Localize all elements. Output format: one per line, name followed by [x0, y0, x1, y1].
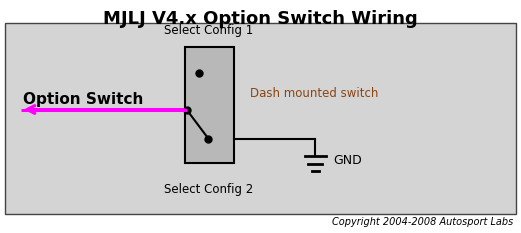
Bar: [5, 23, 516, 214]
Text: MJLJ V4.x Option Switch Wiring: MJLJ V4.x Option Switch Wiring: [103, 10, 418, 28]
Text: Dash mounted switch: Dash mounted switch: [250, 87, 378, 100]
Text: GND: GND: [333, 154, 362, 167]
Text: Option Switch: Option Switch: [23, 92, 144, 107]
Bar: [185, 47, 234, 163]
Text: Copyright 2004-2008 Autosport Labs: Copyright 2004-2008 Autosport Labs: [332, 217, 513, 227]
Text: Select Config 1: Select Config 1: [164, 24, 253, 37]
Text: Select Config 2: Select Config 2: [164, 183, 253, 196]
